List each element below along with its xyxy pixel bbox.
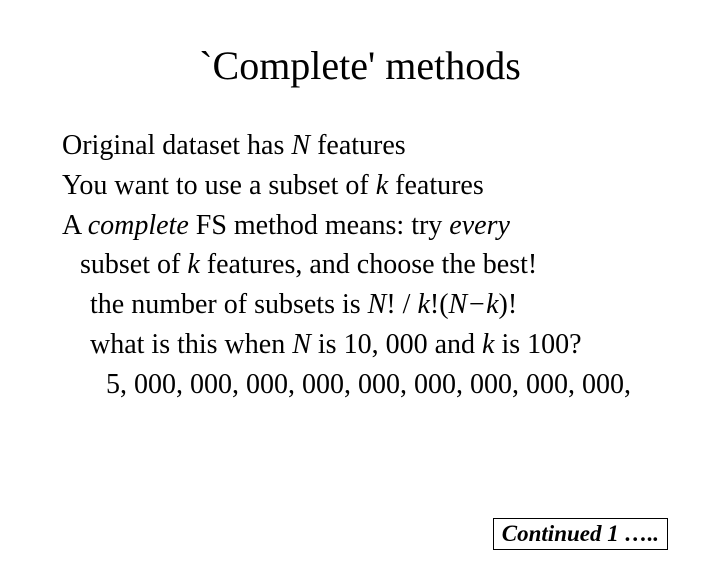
var-n: N [291,130,310,161]
line-2: You want to use a subset of k features [62,167,680,205]
text: A [62,210,88,241]
text: is 100? [494,329,581,360]
text: is 10, 000 and [311,329,482,360]
var-n: N [368,289,387,320]
text: Original dataset has [62,130,291,161]
line-3: A complete FS method means: try every [62,207,680,245]
var-k: k [482,329,494,360]
line-6: what is this when N is 10, 000 and k is … [62,326,680,364]
text: features [310,130,406,161]
text: You want to use a subset of [62,170,376,201]
slide-title: `Complete' methods [0,42,720,89]
text: FS method means: try [189,210,450,241]
word-every: every [449,210,510,241]
line-5: the number of subsets is N! / k!(N−k)! [62,286,680,324]
var-k: k [376,170,388,201]
var-n: N [292,329,311,360]
text: ! / [386,289,417,320]
line-4: subset of k features, and choose the bes… [62,246,680,284]
text: features [388,170,484,201]
text: !( [430,289,449,320]
word-complete: complete [88,210,189,241]
line-1: Original dataset has N features [62,127,680,165]
text: )! [499,289,518,320]
slide: `Complete' methods Original dataset has … [0,42,720,582]
big-number: 5, 000, 000, 000, 000, 000, 000, 000, 00… [106,369,631,400]
continued-label: Continued 1 ….. [493,518,668,550]
text: the number of subsets is [90,289,368,320]
slide-body: Original dataset has N features You want… [0,127,720,404]
var-k: k [417,289,429,320]
var-nk: N−k [449,289,499,320]
var-k: k [187,249,199,280]
text: features, and choose the best! [200,249,537,280]
text: what is this when [90,329,292,360]
line-7: 5, 000, 000, 000, 000, 000, 000, 000, 00… [62,366,680,404]
text: subset of [80,249,187,280]
